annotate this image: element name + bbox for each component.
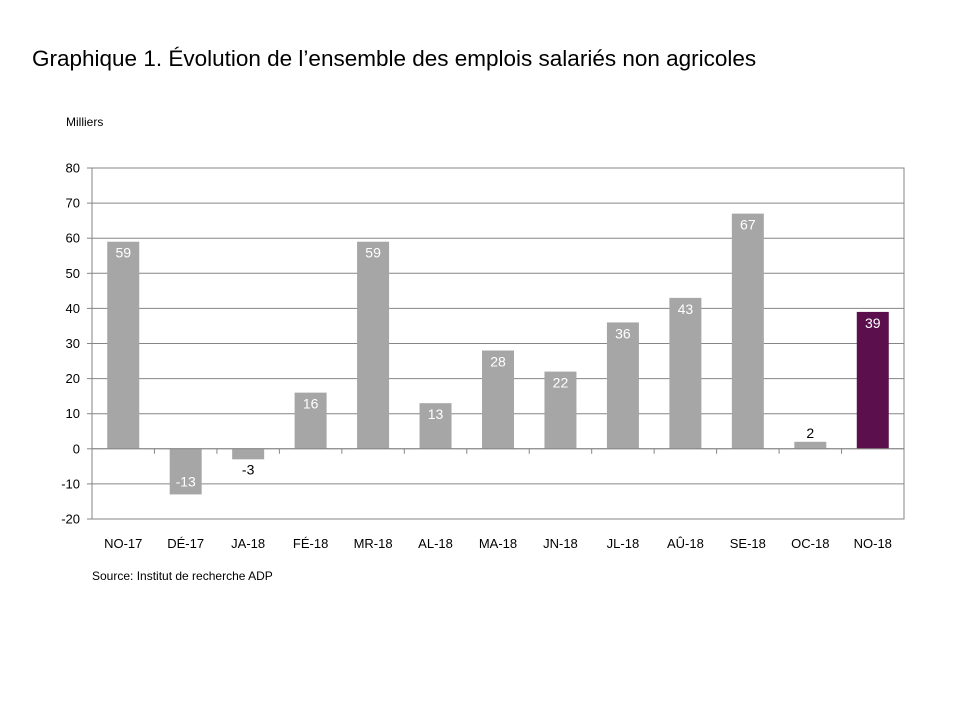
x-tick-label: AL-18 bbox=[418, 536, 453, 551]
source-note: Source: Institut de recherche ADP bbox=[92, 569, 273, 583]
bar bbox=[232, 448, 265, 460]
data-label: 22 bbox=[553, 375, 569, 391]
data-label: 43 bbox=[678, 301, 694, 317]
x-tick-label: JN-18 bbox=[543, 536, 578, 551]
bar bbox=[856, 311, 889, 449]
bar bbox=[544, 371, 577, 449]
data-label: 2 bbox=[806, 425, 814, 441]
axes: -20 -10 0 10 20 30 40 50 60 70 80 NO-17 DÉ-17 JA-18 FÉ… bbox=[61, 161, 904, 551]
x-tick-label: AÛ-18 bbox=[667, 536, 704, 551]
x-tick-label: SE-18 bbox=[730, 536, 766, 551]
gridlines bbox=[91, 167, 905, 520]
x-tick-label: MR-18 bbox=[354, 536, 393, 551]
data-label: 28 bbox=[490, 354, 506, 370]
y-tick-label: 80 bbox=[66, 161, 80, 176]
data-label: 59 bbox=[365, 245, 381, 261]
data-labels: 59 -13 -3 16 59 13 28 22 36 43 67 2 39 bbox=[115, 217, 880, 490]
bar bbox=[794, 441, 827, 449]
bar bbox=[419, 403, 452, 449]
x-tick-label: NO-17 bbox=[104, 536, 142, 551]
bar bbox=[357, 241, 390, 449]
y-tick-label: 70 bbox=[66, 196, 80, 211]
y-tick-label: 50 bbox=[66, 266, 80, 281]
bar bbox=[606, 322, 639, 449]
y-tick-label: 40 bbox=[66, 301, 80, 316]
bar bbox=[731, 213, 764, 449]
y-tick-label: 60 bbox=[66, 231, 80, 246]
bar bbox=[669, 297, 702, 449]
x-tick-label: OC-18 bbox=[791, 536, 829, 551]
x-tick-label: NO-18 bbox=[854, 536, 892, 551]
bars bbox=[107, 213, 889, 495]
y-tick-label: 20 bbox=[66, 371, 80, 386]
y-tick-label: -10 bbox=[61, 476, 80, 491]
bar bbox=[107, 241, 140, 449]
x-tick-label: JA-18 bbox=[231, 536, 265, 551]
y-tick-label: 0 bbox=[73, 441, 80, 456]
unit-label: Milliers bbox=[66, 115, 103, 129]
data-label: 59 bbox=[115, 245, 131, 261]
bar bbox=[294, 392, 327, 449]
data-label: 13 bbox=[428, 406, 444, 422]
y-tick-label: -20 bbox=[61, 512, 80, 527]
data-label: 16 bbox=[303, 396, 319, 412]
bar bbox=[482, 350, 514, 449]
data-label: -13 bbox=[176, 473, 196, 489]
data-label: -3 bbox=[242, 461, 255, 477]
data-label: 67 bbox=[740, 217, 756, 233]
chart-title: Graphique 1. Évolution de l’ensemble des… bbox=[32, 46, 757, 71]
x-tick-label: DÉ-17 bbox=[167, 536, 204, 551]
y-tick-label: 10 bbox=[66, 406, 80, 421]
x-tick-label: FÉ-18 bbox=[293, 536, 328, 551]
data-label: 39 bbox=[865, 315, 881, 331]
bar bbox=[169, 448, 202, 495]
x-tick-label: JL-18 bbox=[607, 536, 640, 551]
y-tick-label: 30 bbox=[66, 336, 80, 351]
data-label: 36 bbox=[615, 325, 631, 341]
x-tick-label: MA-18 bbox=[479, 536, 517, 551]
